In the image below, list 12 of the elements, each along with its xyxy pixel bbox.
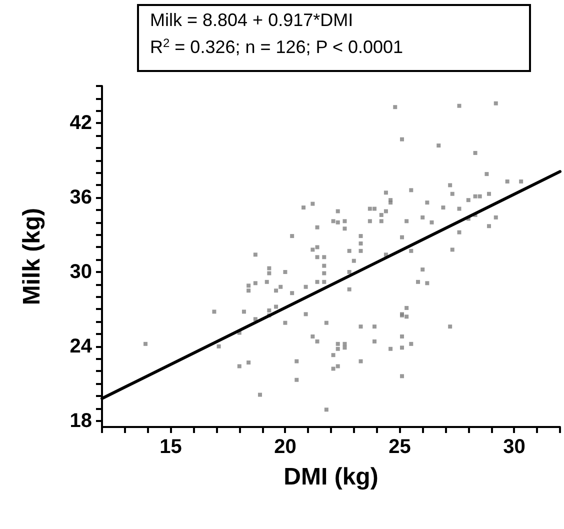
x-tick-label: 20: [274, 436, 296, 458]
y-tick-label: 42: [70, 112, 92, 134]
y-tick-label: 30: [70, 261, 92, 283]
y-tick-label: 36: [70, 186, 92, 209]
x-tick-label: 25: [388, 436, 411, 458]
y-axis-title: Milk (kg): [18, 208, 46, 306]
text: Milk = 8.804 + 0.917*DMI: [150, 10, 354, 30]
y-tick-label: 18: [70, 410, 92, 432]
y-tick-label: 24: [70, 335, 93, 358]
x-tick-label: 15: [160, 436, 182, 458]
x-axis-title: DMI (kg): [284, 464, 378, 490]
x-tick-label: 30: [503, 436, 526, 458]
